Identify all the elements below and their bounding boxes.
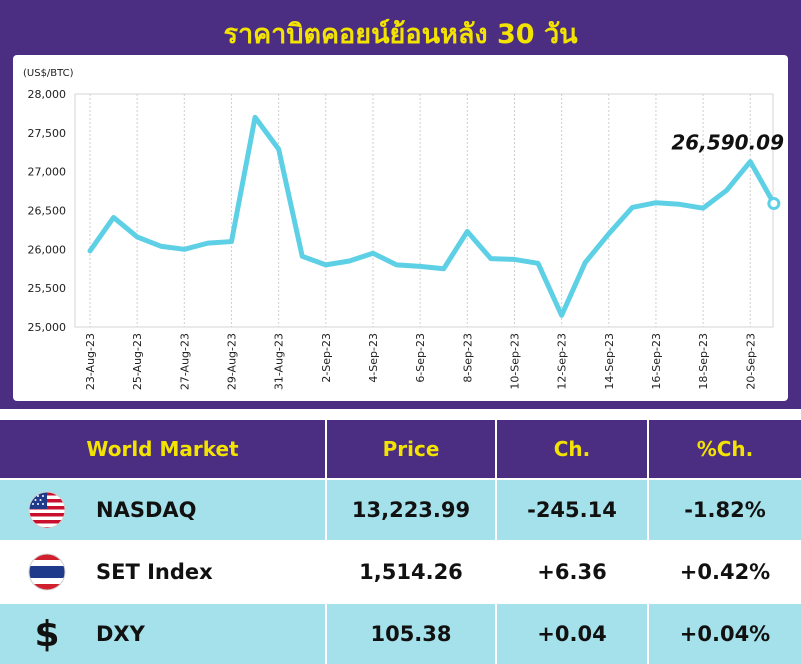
x-tick-label: 27-Aug-23: [178, 333, 191, 390]
change-cell: +0.04: [496, 603, 649, 664]
market-name: SET Index: [96, 560, 213, 584]
table-row-set-index: SET Index 1,514.26 +6.36 +0.42%: [0, 541, 801, 603]
y-axis-ticks: 25,000 25,500 26,000 26,500 27,000 27,500 28,0…: [28, 88, 67, 334]
x-axis-ticks: 23-Aug-23 25-Aug-23 27-Aug-23 29-Aug-23 31-A…: [84, 333, 757, 390]
y-tick-label: 25,500: [28, 282, 67, 295]
y-tick-label: 27,000: [28, 166, 67, 179]
last-point-marker: [767, 197, 781, 211]
y-axis-label: (US$/BTC): [23, 68, 74, 79]
header-price: Price: [326, 420, 497, 479]
x-tick-label: 31-Aug-23: [273, 333, 286, 390]
x-tick-label: 2-Sep-23: [320, 333, 333, 383]
header-change: Ch.: [496, 420, 649, 479]
x-tick-label: 4-Sep-23: [367, 333, 380, 383]
dollar-icon: $: [34, 613, 60, 655]
table-row-dxy: $ DXY 105.38 +0.04 +0.04%: [0, 603, 801, 664]
market-name: NASDAQ: [96, 498, 197, 522]
y-tick-label: 25,000: [28, 321, 67, 334]
last-value-label: 26,590.09: [671, 131, 784, 155]
x-tick-label: 29-Aug-23: [225, 333, 238, 390]
plot-frame: [74, 93, 774, 328]
x-tick-label: 8-Sep-23: [461, 333, 474, 383]
pct-change-cell: +0.04%: [648, 603, 801, 664]
x-tick-label: 10-Sep-23: [508, 333, 521, 390]
x-tick-label: 23-Aug-23: [84, 333, 97, 390]
y-tick-label: 26,000: [28, 243, 67, 256]
x-tick-label: 20-Sep-23: [744, 333, 757, 390]
header-world-market: World Market: [0, 420, 327, 479]
change-cell: -245.14: [496, 479, 649, 541]
x-tick-label: 25-Aug-23: [131, 333, 144, 390]
change-cell: +6.36: [496, 541, 649, 603]
x-tick-label: 12-Sep-23: [556, 333, 569, 390]
world-market-table: World Market Price Ch. %Ch.: [0, 420, 801, 664]
price-cell: 105.38: [326, 603, 497, 664]
pct-change-cell: +0.42%: [648, 541, 801, 603]
table-row-nasdaq: NASDAQ 13,223.99 -245.14 -1.82%: [0, 479, 801, 541]
table-header-row: World Market Price Ch. %Ch.: [0, 420, 801, 479]
price-cell: 13,223.99: [326, 479, 497, 541]
y-tick-label: 28,000: [28, 88, 67, 101]
header-pct-change: %Ch.: [648, 420, 801, 479]
y-tick-label: 26,500: [28, 205, 67, 218]
thai-flag-icon: [24, 549, 70, 595]
x-tick-label: 18-Sep-23: [697, 333, 710, 390]
section-divider: [0, 409, 801, 420]
btc-price-chart: (US$/BTC) 25,000 25,500 26,000 26,500 27,000…: [23, 68, 784, 390]
chart-grid: [74, 93, 774, 328]
y-tick-label: 27,500: [28, 127, 67, 140]
price-line: [87, 114, 777, 318]
market-name: DXY: [96, 622, 145, 646]
pct-change-cell: -1.82%: [648, 479, 801, 541]
price-series: [87, 114, 781, 318]
us-flag-icon: [24, 487, 70, 533]
x-tick-label: 6-Sep-23: [414, 333, 427, 383]
chart-title: ราคาบิตคอยน์ย้อนหลัง 30 วัน: [223, 19, 578, 50]
x-tick-label: 14-Sep-23: [603, 333, 616, 390]
chart-card: (US$/BTC) 25,000 25,500 26,000 26,500 27,000…: [13, 55, 788, 401]
price-cell: 1,514.26: [326, 541, 497, 603]
x-tick-label: 16-Sep-23: [650, 333, 663, 390]
